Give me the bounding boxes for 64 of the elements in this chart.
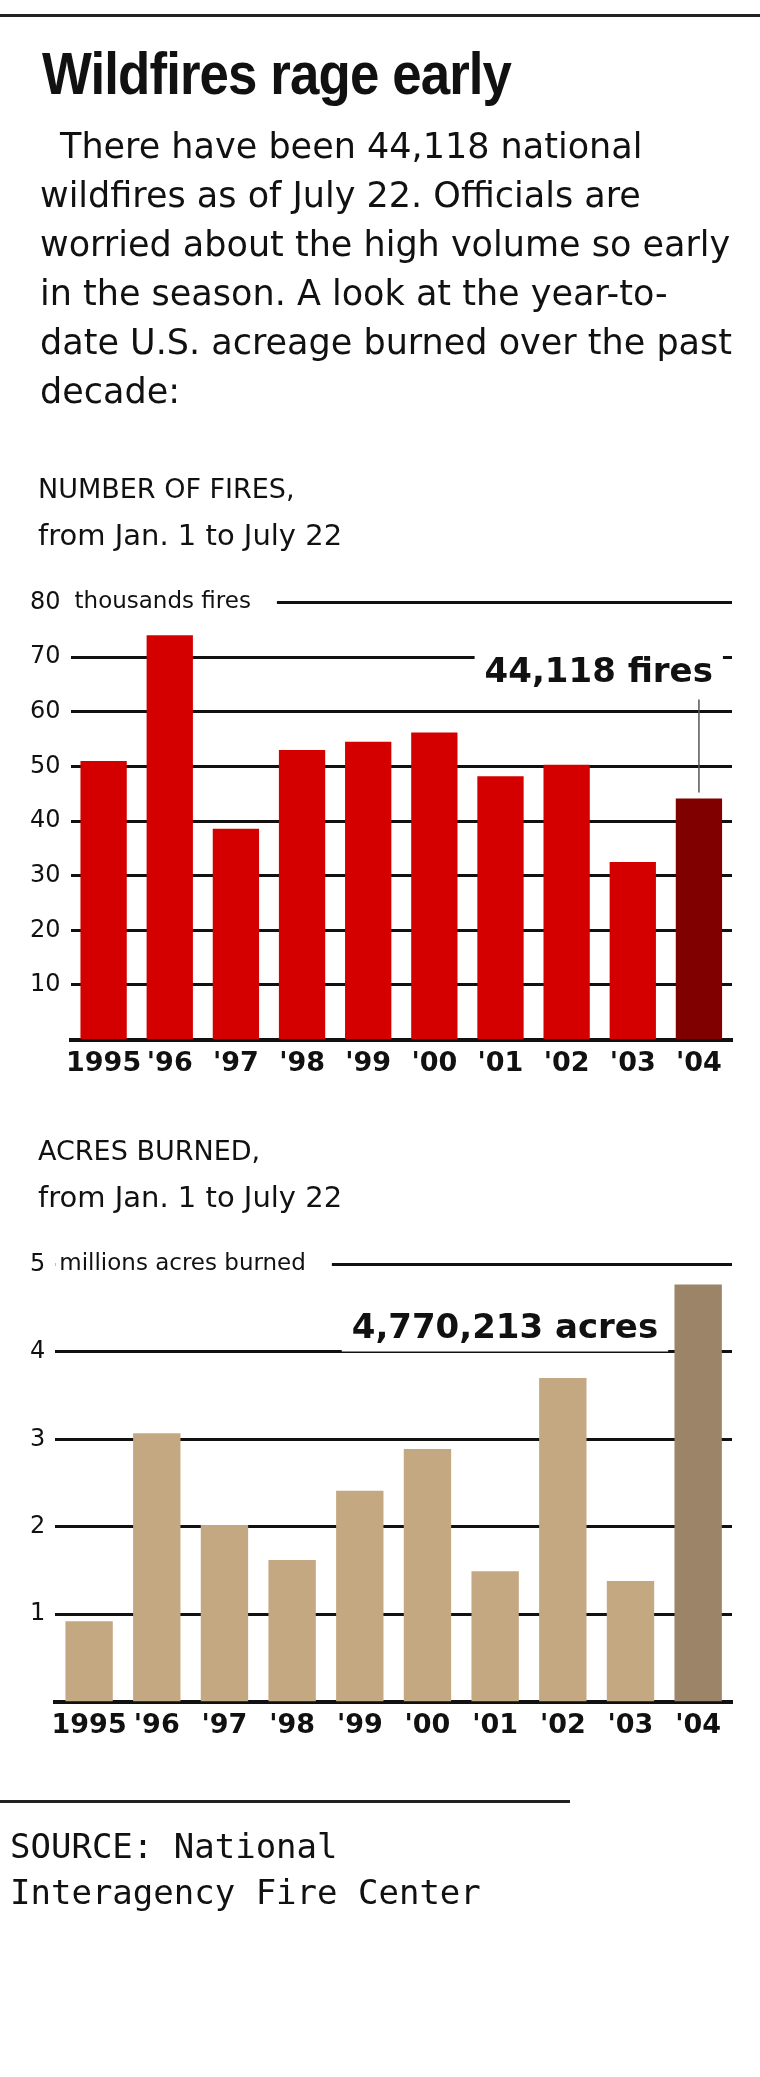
bar [403, 1448, 452, 1702]
bar [471, 1571, 519, 1702]
bar [477, 776, 524, 1040]
chart-title: ACRES BURNED, [38, 1134, 262, 1168]
y-tick-label: 20 [29, 914, 61, 943]
bar [146, 635, 193, 1040]
x-tick-label: '02 [539, 1707, 586, 1739]
x-tick-label: '03 [607, 1707, 654, 1739]
text: There have been 44,118 national wildfires as of July 22. Officials are worried about the high volume so early in the season. A look at the year-to-date U.S. acreage burned over the past decade: [40, 125, 734, 413]
x-tick-label: '04 [676, 1045, 722, 1077]
bar [345, 741, 392, 1040]
text: Wildfires rage early [42, 39, 513, 108]
x-tick-label: '96 [146, 1045, 193, 1077]
y-tick-label: 4 [29, 1336, 46, 1365]
bar [278, 749, 326, 1040]
bar [65, 1621, 113, 1702]
chart-subtitle: from Jan. 1 to July 22 [38, 517, 344, 554]
bar [411, 732, 458, 1040]
bar [200, 1524, 249, 1702]
bar [675, 798, 723, 1040]
annotation: 44,118 fires [484, 650, 713, 691]
x-tick-label: '01 [477, 1045, 524, 1077]
x-tick-label: '98 [279, 1045, 325, 1077]
x-tick-label: '03 [609, 1045, 656, 1077]
bar [212, 828, 260, 1040]
y-tick-label: 70 [29, 641, 61, 670]
y-axis-title: millions acres burned [59, 1249, 306, 1276]
x-tick-label: '96 [133, 1707, 180, 1739]
bar [80, 760, 127, 1040]
y-tick-label: 80 [29, 586, 61, 615]
bar [606, 1580, 655, 1702]
source-note: SOURCE: National Interagency Fire Center [0, 1800, 570, 1915]
x-tick-label: 1995 [66, 1045, 142, 1077]
y-tick-label: 5 [29, 1248, 46, 1277]
y-tick-label: 50 [29, 750, 61, 779]
bar [543, 764, 590, 1040]
x-tick-label: '97 [212, 1045, 259, 1077]
y-tick-label: 60 [29, 695, 61, 724]
x-tick-label: '99 [345, 1045, 392, 1077]
bar [268, 1559, 316, 1702]
x-tick-label: '98 [269, 1707, 316, 1739]
bar [539, 1378, 587, 1702]
x-tick-label: '04 [675, 1707, 722, 1739]
x-tick-label: '99 [336, 1707, 383, 1739]
x-tick-label: '00 [404, 1707, 451, 1739]
chart-subtitle: from Jan. 1 to July 22 [38, 1179, 344, 1216]
y-axis-title: thousands fires [74, 587, 251, 614]
annotation: 4,770,213 acres [351, 1306, 659, 1347]
bar [133, 1433, 181, 1702]
chart-title: NUMBER OF FIRES, [38, 472, 296, 506]
x-tick-label: '01 [472, 1707, 519, 1739]
x-tick-label: '02 [543, 1045, 590, 1077]
bar [609, 861, 656, 1040]
y-tick-label: 2 [29, 1510, 46, 1539]
y-tick-label: 40 [29, 805, 61, 834]
y-tick-label: 10 [29, 969, 61, 998]
bar [336, 1490, 384, 1702]
bar [674, 1284, 722, 1702]
x-tick-label: '97 [201, 1707, 248, 1739]
y-tick-label: 3 [29, 1423, 46, 1452]
x-tick-label: '00 [411, 1045, 458, 1077]
x-tick-label: 1995 [51, 1707, 127, 1739]
y-tick-label: 1 [29, 1598, 46, 1627]
y-tick-label: 30 [29, 859, 61, 888]
